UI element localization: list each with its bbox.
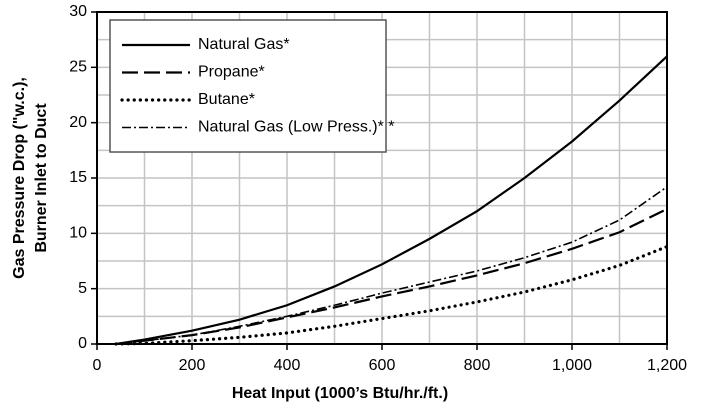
y-tick-label: 0 [78,335,87,352]
legend: Natural Gas* Propane* Butane* Natural Gas (… [109,19,395,153]
series-line [114,245,669,346]
x-tick-label: 0 [93,357,102,374]
y-axis-label: Gas Pressure Drop ("w.c.), Burner Inlet … [11,77,50,279]
y-tick-label: 10 [69,225,87,242]
x-tick-label: 800 [464,357,491,374]
series-line [115,186,668,345]
legend-box [109,19,387,153]
y-axis-label-line: Gas Pressure Drop ("w.c.), [11,77,28,279]
series-line [115,55,668,346]
y-tick-label: 15 [69,169,87,186]
legend-label: Butane* [198,91,255,108]
x-tick-label: 400 [274,357,301,374]
y-tick-label: 30 [69,3,87,20]
plot-frame [96,11,668,345]
legend-label: Natural Gas (Low Press.)* * [198,119,395,136]
y-tick-label: 5 [78,280,87,297]
x-tick-label: 600 [369,357,396,374]
x-tick-label: 1,000 [552,357,592,374]
y-tick-label: 20 [69,114,87,131]
y-axis-label-line: Burner Inlet to Duct [33,103,50,253]
x-tick-label: 200 [179,357,206,374]
x-axis-label: Heat Input (1000’s Btu/hr./ft.) [232,385,448,402]
legend-label: Propane* [198,64,265,81]
x-tick-label: 1,200 [647,357,687,374]
legend-label: Natural Gas* [198,36,290,53]
y-tick-label: 25 [69,59,87,76]
